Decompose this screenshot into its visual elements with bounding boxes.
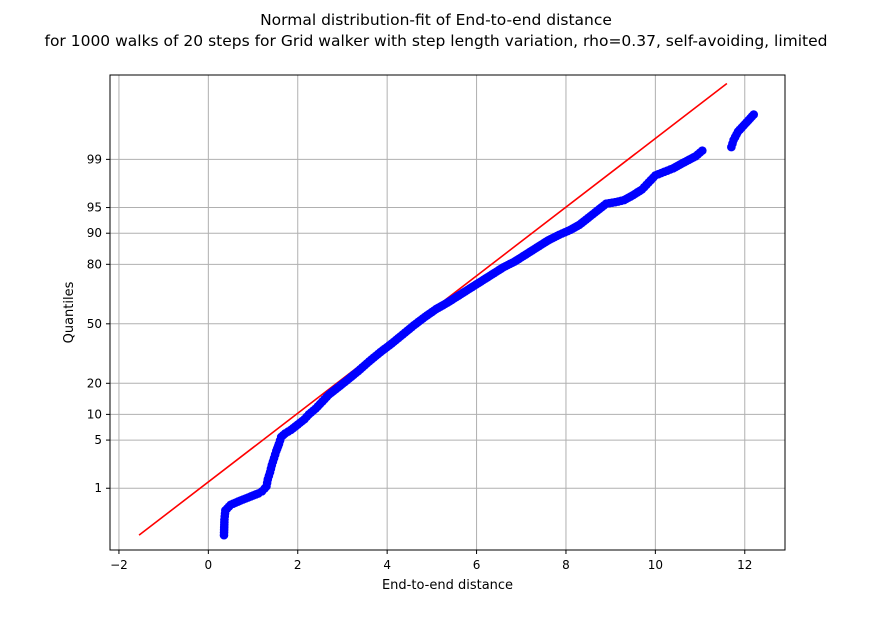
x-tick-label: 4 [383, 558, 391, 572]
y-tick-label: 20 [87, 376, 102, 390]
y-tick-label: 99 [87, 152, 102, 166]
y-axis-label: Quantiles [62, 281, 77, 343]
data-point [749, 110, 759, 119]
plot-frame [109, 74, 786, 551]
x-tick-label: 8 [562, 558, 570, 572]
x-tick-label: −2 [110, 558, 128, 572]
x-tick-label: 0 [205, 558, 213, 572]
ticks-layer: −2 0 2 4 6 8 10 12 1 5 10 20 50 80 90 95 99 [87, 152, 753, 572]
x-tick-label: 10 [648, 558, 663, 572]
y-tick-label: 95 [87, 201, 102, 215]
y-tick-label: 90 [87, 226, 102, 240]
y-tick-label: 50 [87, 317, 102, 331]
y-tick-label: 1 [94, 481, 102, 495]
y-tick-label: 80 [87, 257, 102, 271]
x-tick-label: 12 [737, 558, 752, 572]
y-tick-label: 10 [87, 407, 102, 421]
chart-title-block: Normal distribution-fit of End-to-end di… [0, 10, 872, 52]
chart-title: Normal distribution-fit of End-to-end di… [260, 11, 612, 29]
x-tick-label: 2 [294, 558, 302, 572]
data-point [698, 146, 707, 155]
chart-subtitle: for 1000 walks of 20 steps for Grid walk… [44, 32, 828, 50]
points-layer [219, 110, 759, 540]
x-tick-label: 6 [473, 558, 481, 572]
grid-layer [110, 75, 785, 550]
x-axis-label: End-to-end distance [382, 578, 513, 593]
y-tick-label: 5 [94, 433, 102, 447]
